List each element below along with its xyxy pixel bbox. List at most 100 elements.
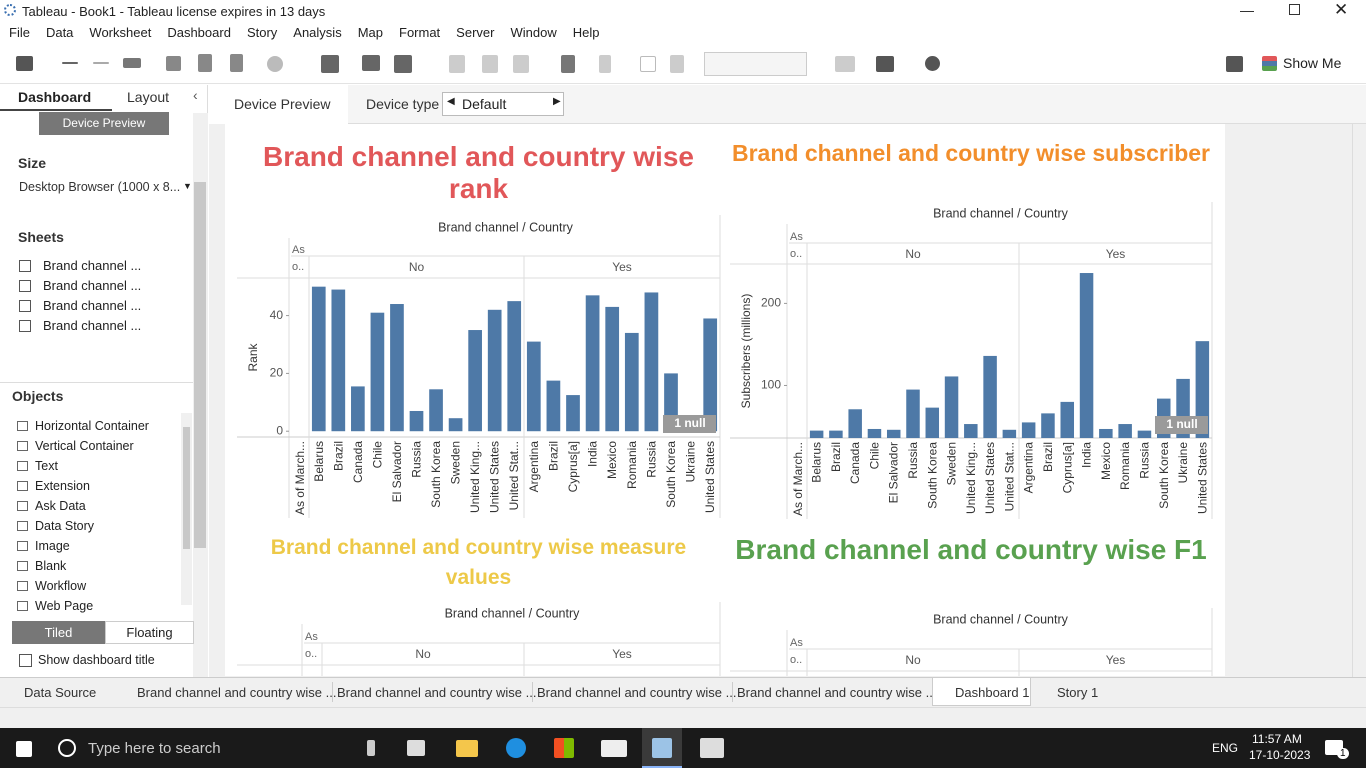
object-item[interactable]: Workflow	[35, 579, 87, 593]
close[interactable]: ✕	[1334, 0, 1349, 19]
edge-icon[interactable]	[506, 738, 526, 758]
object-icon[interactable]	[17, 581, 28, 591]
photos-icon[interactable]	[700, 738, 724, 758]
size-dropdown[interactable]: Desktop Browser (1000 x 8...	[19, 180, 181, 194]
notification-count[interactable]: 1	[1337, 748, 1349, 759]
dashboard-scrollbar[interactable]	[1352, 124, 1366, 677]
tableau-icon[interactable]	[652, 738, 672, 758]
swap-icon[interactable]	[123, 58, 141, 68]
object-icon[interactable]	[17, 561, 28, 571]
fit-dropdown[interactable]	[704, 52, 807, 76]
object-icon[interactable]	[17, 421, 28, 431]
undo-icon[interactable]	[62, 62, 78, 64]
object-icon[interactable]	[17, 481, 28, 491]
checkbox[interactable]	[19, 654, 32, 667]
object-item[interactable]: Extension	[35, 479, 90, 493]
sheet-item[interactable]: Brand channel ...	[43, 298, 142, 313]
next-arrow[interactable]: ▶	[553, 96, 561, 107]
menu-item[interactable]: Map	[357, 25, 383, 40]
duplicate-icon[interactable]	[362, 55, 380, 71]
object-item[interactable]: Blank	[35, 559, 67, 573]
device-type-value[interactable]: Default	[462, 96, 507, 112]
search-box[interactable]: Type here to search	[88, 740, 221, 757]
swap-axes-icon[interactable]	[449, 55, 465, 73]
sort-asc-icon[interactable]	[482, 55, 498, 73]
menu-item[interactable]: Format	[399, 25, 441, 40]
pin-icon[interactable]	[670, 55, 684, 73]
prev-arrow[interactable]: ◀	[447, 96, 455, 107]
menu-item[interactable]: Worksheet	[89, 25, 152, 40]
objects-scroll-thumb[interactable]	[183, 427, 190, 549]
side-tab[interactable]: Dashboard	[18, 89, 92, 105]
language[interactable]: ENG	[1212, 741, 1239, 755]
object-item[interactable]: Image	[35, 539, 70, 553]
start-button[interactable]	[16, 741, 32, 757]
sheet-tab[interactable]: Story 1	[1057, 685, 1099, 700]
store-icon[interactable]	[554, 738, 574, 758]
clock-date[interactable]: 17-10-2023	[1249, 748, 1311, 762]
device-preview-button[interactable]: Device Preview	[39, 112, 169, 135]
share-icon[interactable]	[925, 56, 940, 71]
menu-item[interactable]: Help	[572, 25, 600, 40]
redo-icon[interactable]	[93, 62, 109, 64]
presentation-icon[interactable]	[876, 56, 894, 72]
menu-item[interactable]: Dashboard	[167, 25, 231, 40]
show-me[interactable]: Show Me	[1283, 55, 1342, 71]
sheet-item[interactable]: Brand channel ...	[43, 318, 142, 333]
refresh-icon[interactable]	[267, 56, 283, 72]
new-sheet-icon[interactable]	[321, 55, 339, 73]
save-icon[interactable]	[166, 56, 181, 71]
mic-icon[interactable]	[367, 740, 375, 756]
sheet-item[interactable]: Brand channel ...	[43, 278, 142, 293]
task-view[interactable]	[407, 740, 425, 756]
object-item[interactable]: Web Page	[35, 599, 94, 613]
sort-desc-icon[interactable]	[513, 55, 529, 73]
menu-item[interactable]: Window	[510, 25, 557, 40]
show-me-icon[interactable]	[1262, 56, 1277, 71]
sheet-tab[interactable]: Data Source	[24, 685, 97, 700]
object-item[interactable]: Ask Data	[35, 499, 86, 513]
object-icon[interactable]	[17, 601, 28, 611]
collapse[interactable]: ‹	[193, 87, 198, 103]
clock-time[interactable]: 11:57 AM	[1252, 732, 1302, 746]
maximize[interactable]	[1289, 4, 1300, 15]
object-icon[interactable]	[17, 441, 28, 451]
object-item[interactable]: Horizontal Container	[35, 419, 149, 433]
explorer-icon[interactable]	[456, 740, 478, 757]
new-ds-icon[interactable]	[198, 54, 212, 72]
device-preview-label[interactable]: Device Preview	[234, 96, 331, 112]
object-icon[interactable]	[17, 541, 28, 551]
highlight-icon[interactable]	[561, 55, 575, 73]
tiled-button[interactable]: Tiled	[12, 621, 105, 644]
scroll-thumb[interactable]	[194, 182, 206, 548]
format-icon[interactable]	[1226, 56, 1243, 72]
label-icon[interactable]	[640, 56, 656, 72]
sheet-icon[interactable]	[19, 300, 31, 312]
menu-item[interactable]: Server	[456, 25, 495, 40]
home-icon[interactable]	[16, 56, 33, 71]
sheet-tab[interactable]: Dashboard 1	[955, 685, 1030, 700]
sheet-tab[interactable]: Brand channel and country wise ...	[537, 685, 737, 700]
menu-item[interactable]: Story	[246, 25, 278, 40]
device-type-select[interactable]	[442, 92, 564, 116]
dropdown-arrow[interactable]: ▼	[183, 181, 192, 191]
mail-icon[interactable]	[601, 740, 627, 757]
menu-item[interactable]: Data	[45, 25, 74, 40]
menu-item[interactable]: File	[9, 25, 30, 40]
active-tab[interactable]	[932, 678, 1031, 706]
sheet-icon[interactable]	[19, 260, 31, 272]
sheet-tab[interactable]: Brand channel and country wise ...	[737, 685, 937, 700]
object-item[interactable]: Vertical Container	[35, 439, 134, 453]
attach-icon[interactable]	[599, 55, 611, 73]
object-icon[interactable]	[17, 521, 28, 531]
object-item[interactable]: Text	[35, 459, 58, 473]
object-item[interactable]: Data Story	[35, 519, 95, 533]
side-tab[interactable]: Layout	[127, 89, 170, 105]
menu-item[interactable]: Analysis	[293, 25, 342, 40]
clear-icon[interactable]	[394, 55, 412, 73]
minimize[interactable]: —	[1240, 2, 1254, 18]
show-title-label[interactable]: Show dashboard title	[38, 653, 155, 667]
floating-button[interactable]: Floating	[105, 621, 194, 644]
pause-icon[interactable]	[230, 54, 243, 72]
object-icon[interactable]	[17, 501, 28, 511]
